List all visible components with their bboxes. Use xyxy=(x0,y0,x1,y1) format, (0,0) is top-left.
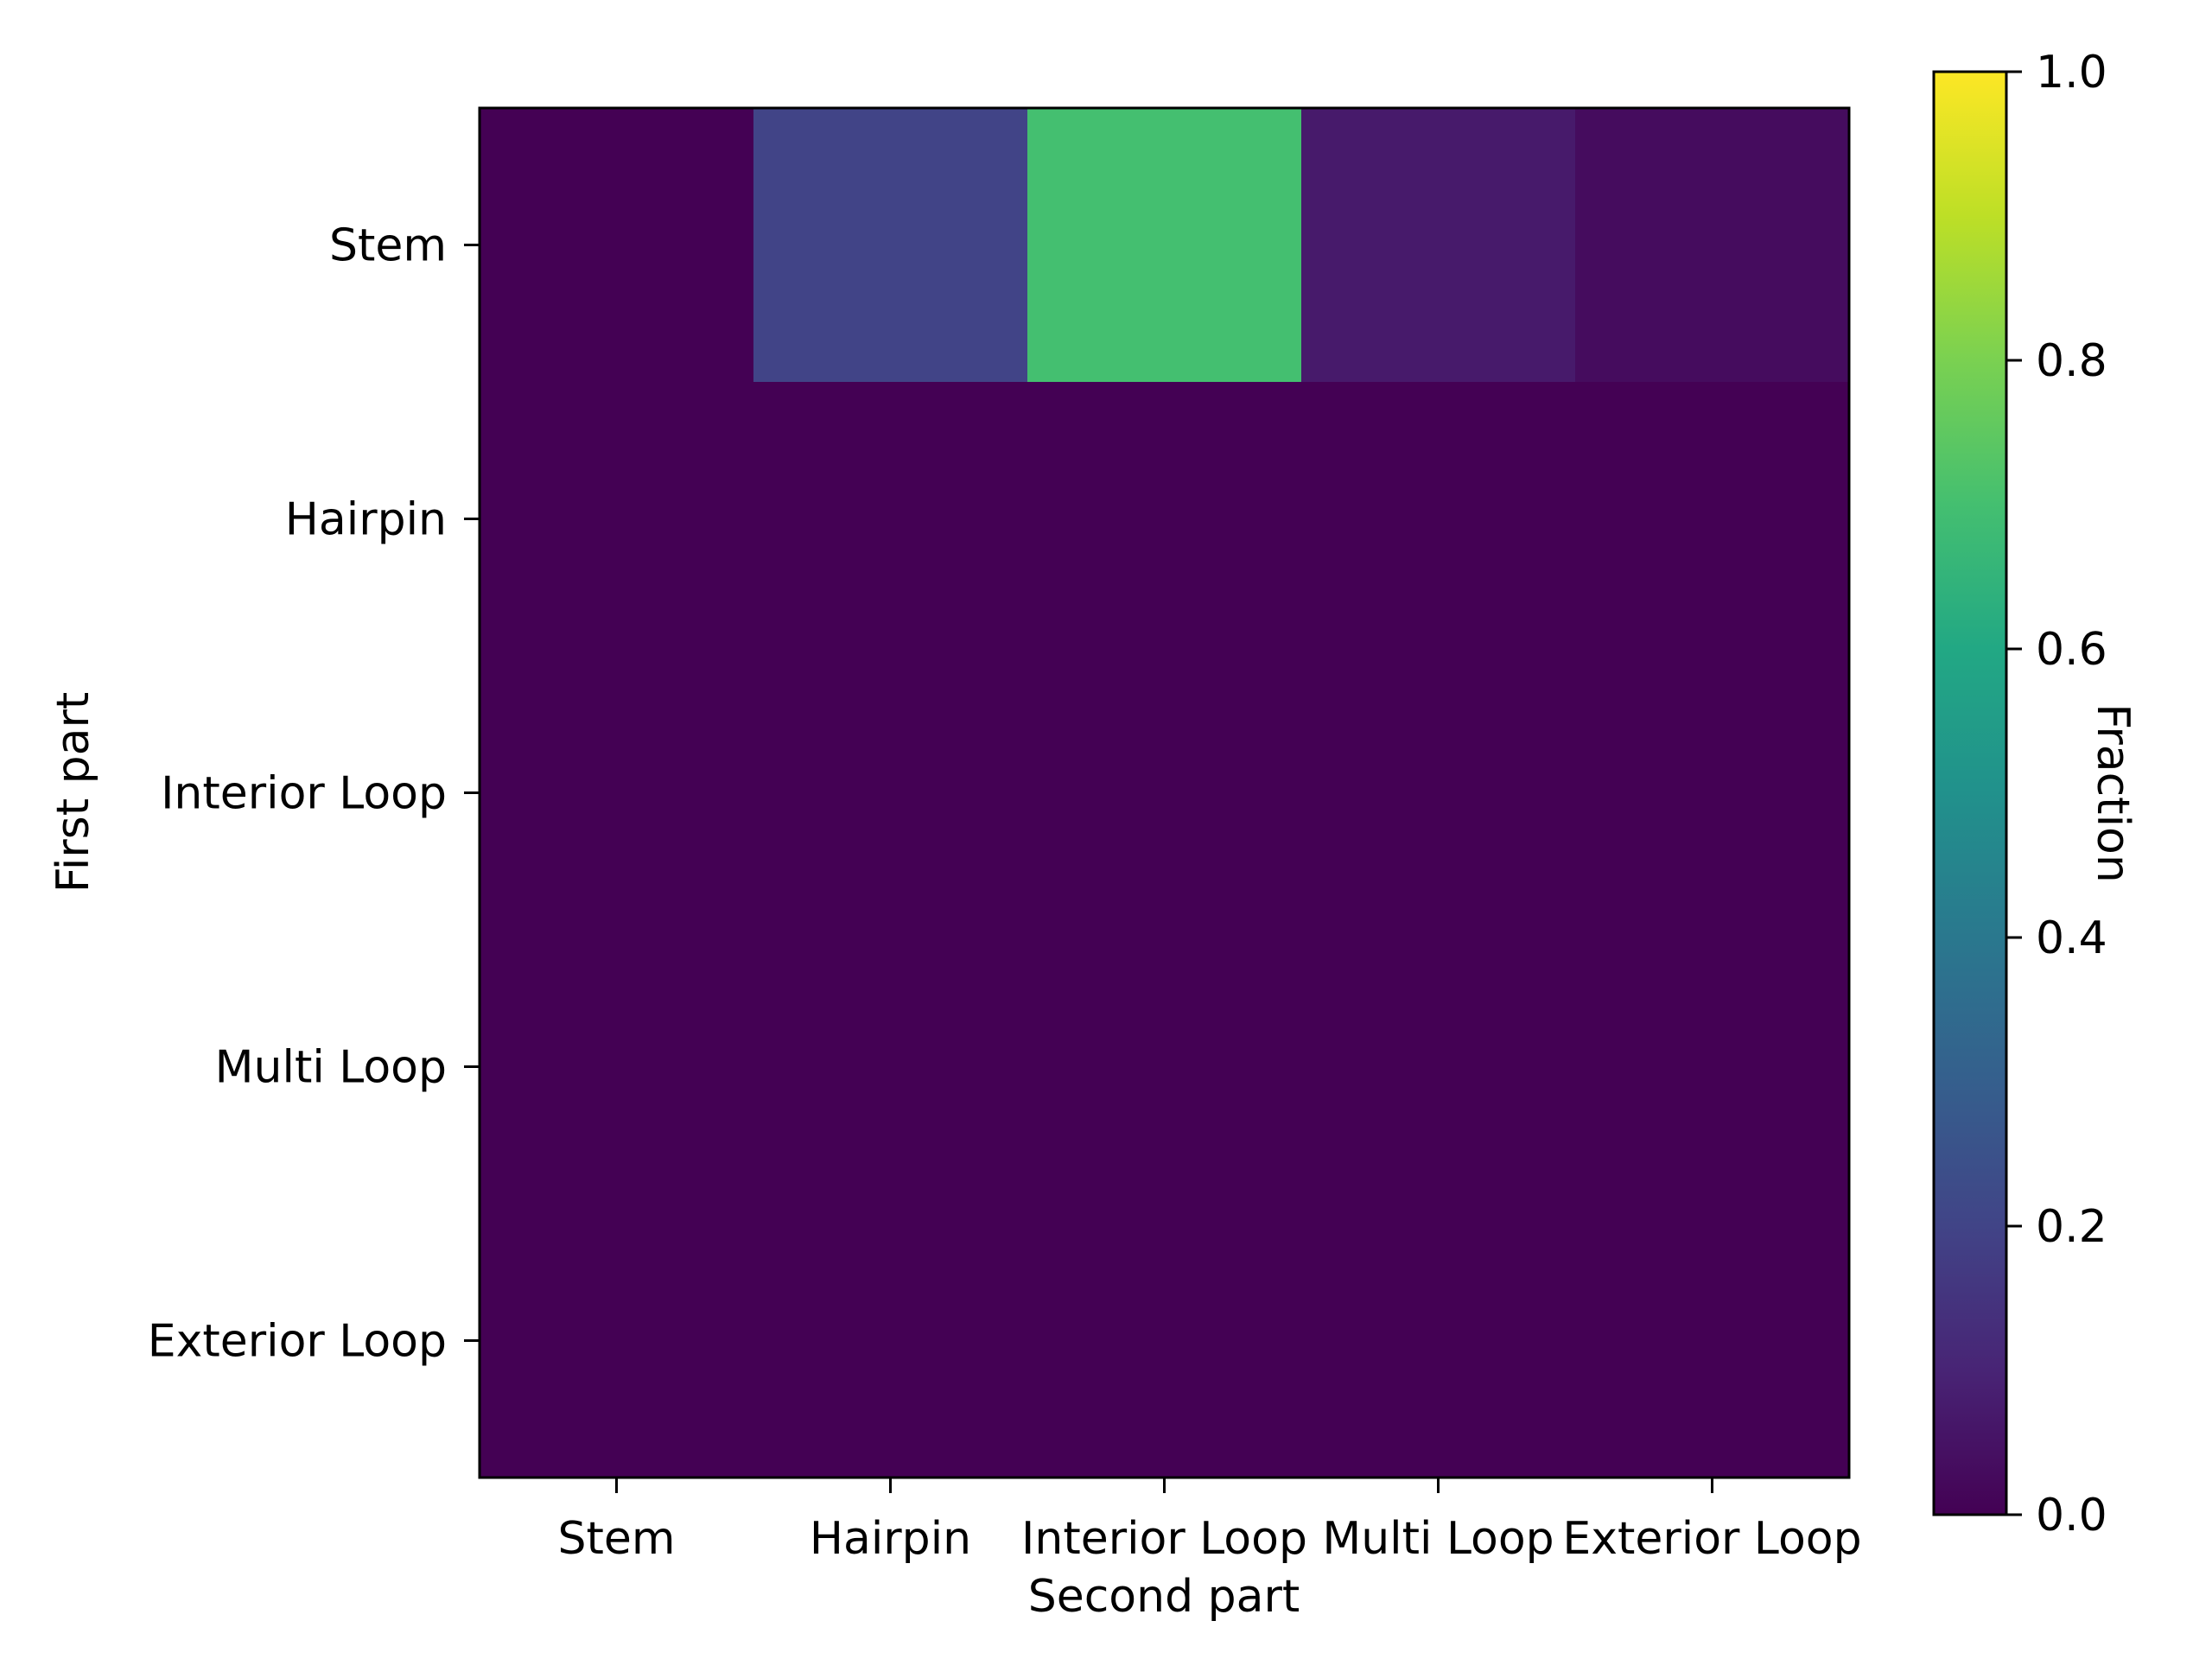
colorbar xyxy=(1932,70,2008,1516)
y-tick-label: Interior Loop xyxy=(161,768,447,820)
colorbar-tick-label: 0.4 xyxy=(2036,912,2107,964)
heatmap-cell xyxy=(1027,930,1302,1205)
x-axis-label: Second part xyxy=(1028,1571,1300,1623)
x-tick-label: Interior Loop xyxy=(1021,1513,1307,1565)
y-tick-label: Stem xyxy=(329,220,447,272)
heatmap-cell xyxy=(480,108,754,383)
colorbar-tick-label: 0.6 xyxy=(2036,624,2107,676)
y-tick-label: Multi Loop xyxy=(215,1042,447,1094)
heatmap-cell xyxy=(1027,382,1302,657)
colorbar-tick-label: 1.0 xyxy=(2036,47,2107,99)
colorbar-tick-label: 0.0 xyxy=(2036,1490,2107,1541)
colorbar-label: Fraction xyxy=(2087,703,2139,883)
x-tick-label: Exterior Loop xyxy=(1562,1513,1861,1565)
heatmap-cell xyxy=(753,656,1028,931)
x-axis: Stem Hairpin Interior Loop Multi Loop Exteri… xyxy=(557,1478,1862,1565)
heatmap-cell xyxy=(1575,1204,1850,1478)
y-tick-label: Exterior Loop xyxy=(148,1316,447,1368)
heatmap-cell xyxy=(1301,1204,1576,1478)
heatmap-cell xyxy=(1575,382,1850,657)
heatmap-cell xyxy=(480,656,754,931)
heatmap-cell xyxy=(1027,108,1302,383)
y-tick-label: Hairpin xyxy=(285,494,447,546)
heatmap-cell xyxy=(753,108,1028,383)
heatmap-cell xyxy=(480,1204,754,1478)
x-tick-label: Stem xyxy=(557,1513,675,1565)
heatmap-cell xyxy=(1301,930,1576,1205)
colorbar-tick-label: 0.2 xyxy=(2036,1201,2107,1253)
heatmap-cell xyxy=(753,930,1028,1205)
x-tick-label: Multi Loop xyxy=(1322,1513,1554,1565)
x-tick-label: Hairpin xyxy=(810,1513,971,1565)
colorbar-tick-label: 0.8 xyxy=(2036,335,2107,387)
y-axis: Stem Hairpin Interior Loop Multi Loop Exteri… xyxy=(148,220,480,1368)
heatmap-cell xyxy=(1575,656,1850,931)
y-axis-label: First part xyxy=(48,692,99,893)
heatmap-cell xyxy=(1027,1204,1302,1478)
heatmap-cell xyxy=(1027,656,1302,931)
heatmap-cell xyxy=(1301,108,1576,383)
heatmap-cell xyxy=(1575,108,1850,383)
heatmap-cell xyxy=(1301,656,1576,931)
heatmap-cells xyxy=(480,108,1850,1478)
heatmap-cell xyxy=(753,382,1028,657)
heatmap-cell xyxy=(480,382,754,657)
heatmap-cell xyxy=(1575,930,1850,1205)
heatmap-cell xyxy=(480,930,754,1205)
heatmap-cell xyxy=(753,1204,1028,1478)
heatmap-cell xyxy=(1301,382,1576,657)
colorbar-axis: 0.0 0.2 0.4 0.6 0.8 1.0 xyxy=(2006,47,2107,1541)
